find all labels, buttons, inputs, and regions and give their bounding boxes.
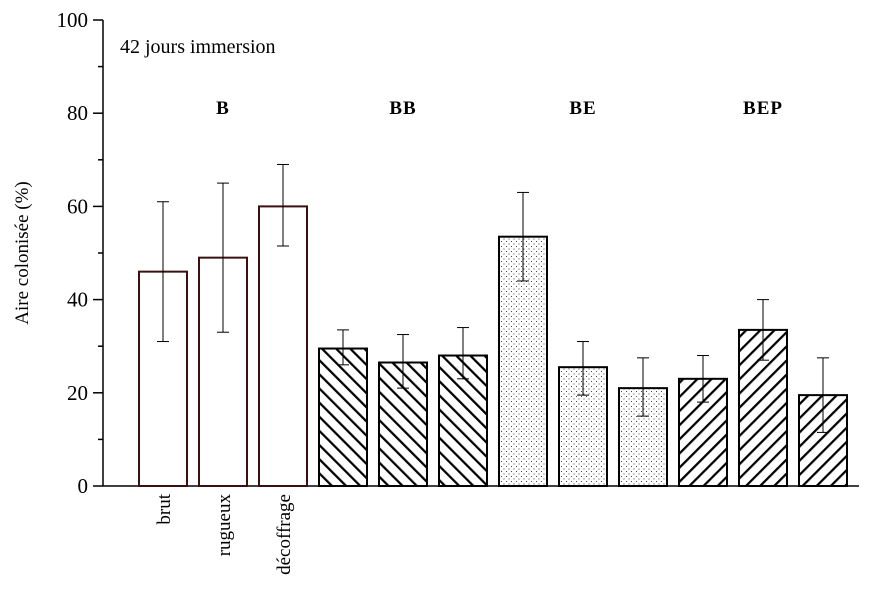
bar-be-brut	[498, 235, 548, 487]
bar-be-dcoffrage	[618, 387, 668, 488]
category-labels: brut rugueux décoffrage	[154, 493, 295, 575]
y-tick-label: 40	[67, 288, 88, 312]
group-label: B	[216, 98, 230, 119]
error-bars	[157, 163, 829, 433]
y-tick-label: 60	[67, 194, 88, 218]
y-tick-label: 80	[67, 101, 88, 125]
y-axis-title: Aire colonisée (%)	[12, 181, 33, 325]
y-axis-ticks: 0 20 40 60 80 100	[57, 8, 103, 498]
bar-bb-brut	[318, 347, 368, 487]
group-labels: B BB BE BEP	[216, 98, 783, 119]
group-label: BB	[389, 98, 416, 119]
category-label: rugueux	[214, 494, 235, 557]
bar-b-dcoffrage	[258, 205, 308, 487]
group-label: BE	[569, 98, 596, 119]
chart-annotation: 42 jours immersion	[120, 36, 276, 58]
y-tick-label: 20	[67, 381, 88, 405]
category-label: brut	[154, 493, 175, 524]
category-label: décoffrage	[274, 494, 295, 575]
y-tick-label: 0	[78, 474, 89, 498]
bars	[138, 205, 848, 488]
y-tick-label: 100	[57, 8, 89, 32]
group-label: BEP	[743, 98, 783, 119]
